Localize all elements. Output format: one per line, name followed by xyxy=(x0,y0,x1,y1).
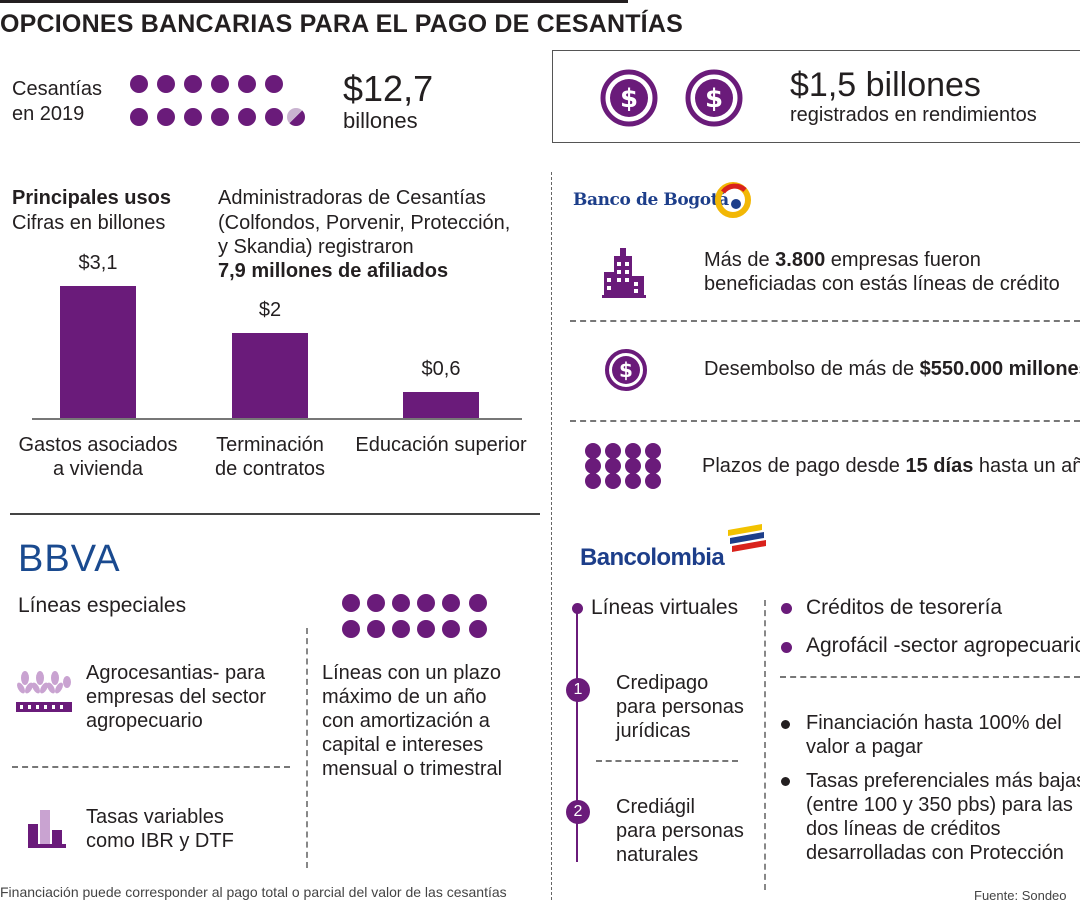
svg-text:$: $ xyxy=(620,84,638,114)
bogota-item1: Más de 3.800 empresas fueron xyxy=(704,249,981,272)
bancolombia-item1-line: jurídicas xyxy=(616,720,691,742)
bogota-divider xyxy=(570,320,1080,322)
bbva-right-line: mensual o trimestral xyxy=(322,758,503,780)
bogota-item1-line2: beneficiadas con estás líneas de crédito xyxy=(704,273,1060,295)
bogota-item3-bold: 15 días xyxy=(905,455,974,477)
bbva-logo: BBVA xyxy=(18,538,121,580)
bancolombia-right-b4-line: (entre 100 y 350 pbs) para las xyxy=(806,794,1073,816)
bancolombia-right-b3-line: Financiación hasta 100% del xyxy=(806,712,1062,734)
bogota-item3-post: hasta un año xyxy=(978,455,1080,477)
chart-bar xyxy=(232,332,308,418)
rendimientos-value: $1,5 billones xyxy=(790,66,981,104)
virtual-heading: Líneas virtuales xyxy=(591,596,739,619)
bancolombia-right-b4-line: dos líneas de créditos xyxy=(806,818,1001,840)
cesantias-unit: billones xyxy=(343,108,418,133)
bogota-item3: Plazos de pago desde 15 días hasta un añ… xyxy=(702,455,1080,478)
section-rule xyxy=(10,513,540,515)
chart-value-label: $3,1 xyxy=(78,252,118,274)
timeline-line xyxy=(576,612,578,862)
chart-value-label: $0,6 xyxy=(421,358,461,381)
dollar-icon: $ xyxy=(604,348,648,392)
bancolombia-column-divider xyxy=(764,600,766,890)
bullet-dot xyxy=(781,642,792,653)
usos-subheading: Cifras en billones xyxy=(12,212,166,234)
bogota-item2: Desembolso de más de $550.000 millones xyxy=(704,358,1080,381)
bullet-dot xyxy=(781,720,790,729)
bancolombia-right-b2: Agrofácil -sector agropecuario xyxy=(806,634,1080,657)
bbva-column-divider xyxy=(306,628,308,868)
bancolombia-divider xyxy=(596,760,738,762)
dollar-icon: $ xyxy=(600,69,658,127)
svg-text:$: $ xyxy=(619,358,633,382)
cesantias-year: en 2019 xyxy=(12,103,85,125)
bbva-item1-line: Agrocesantias- para xyxy=(86,662,265,684)
bullet-dot xyxy=(781,777,790,786)
bogota-logo-icon xyxy=(714,182,752,218)
wheat-icon xyxy=(16,668,72,716)
bogota-item3-pre: Plazos de pago desde xyxy=(702,455,906,477)
usos-note-line: Administradoras de Cesantías xyxy=(218,187,486,209)
bars-icon xyxy=(28,810,68,850)
page-title: OPCIONES BANCARIAS PARA EL PAGO DE CESAN… xyxy=(0,10,683,38)
bbva-item2-line: Tasas variables xyxy=(86,806,224,828)
building-icon xyxy=(602,246,646,298)
bogota-item1-post: empresas fueron xyxy=(825,249,981,271)
bbva-item2-line: como IBR y DTF xyxy=(86,830,234,852)
rendimientos-box xyxy=(552,50,1080,143)
bancolombia-divider xyxy=(780,676,1080,678)
bancolombia-item2-line: Crediágil xyxy=(616,796,695,818)
title-rule xyxy=(0,0,628,3)
chart-value-label: $2 xyxy=(258,298,282,321)
bbva-heading: Líneas especiales xyxy=(18,594,187,617)
bancolombia-logo-text: Bancolombia xyxy=(580,544,725,571)
usos-heading: Principales usos xyxy=(12,187,171,209)
chart-category-label: de contratos xyxy=(214,458,326,480)
bogota-item1-pre: Más de xyxy=(704,249,776,271)
bbva-right-line: Líneas con un plazo xyxy=(322,662,502,684)
usos-note-bold: 7,9 millones de afiliados xyxy=(218,260,449,282)
chart-category-label: a vivienda xyxy=(52,458,144,480)
usos-note-line: (Colfondos, Porvenir, Protección, xyxy=(218,212,511,234)
bogota-logo-text: Banco de Bogotá xyxy=(573,190,729,210)
chart-bar xyxy=(403,392,479,418)
bbva-item1-line: empresas del sector xyxy=(86,686,267,708)
bbva-right-line: máximo de un año xyxy=(322,686,487,708)
footer-note: Financiación puede corresponder al pago … xyxy=(0,884,507,900)
dollar-icon: $ xyxy=(685,69,743,127)
cesantias-label: Cesantías xyxy=(12,78,103,100)
svg-text:$: $ xyxy=(705,84,723,114)
step-badge: 2 xyxy=(566,800,590,824)
step-badge: 1 xyxy=(566,678,590,702)
bogota-item2-bold: $550.000 millones xyxy=(919,358,1080,380)
usos-note-line: y Skandia) registraron xyxy=(218,236,414,258)
bogota-divider xyxy=(570,420,1080,422)
bancolombia-item1-line: Credipago xyxy=(616,672,709,694)
bancolombia-right-b1: Créditos de tesorería xyxy=(806,596,1003,619)
column-divider xyxy=(551,172,552,900)
bancolombia-right-b4-line: Tasas preferenciales más bajas xyxy=(806,770,1080,792)
bancolombia-item2-line: para personas xyxy=(616,820,744,842)
bullet-dot xyxy=(781,603,792,614)
cesantias-value: $12,7 xyxy=(343,68,434,109)
bancolombia-right-b3-line: valor a pagar xyxy=(806,736,923,758)
bancolombia-right-b4-line: desarrolladas con Protección xyxy=(806,842,1064,864)
bbva-right-line: capital e intereses xyxy=(322,734,484,756)
chart-bar xyxy=(60,286,136,418)
rendimientos-text: registrados en rendimientos xyxy=(790,104,1037,126)
bullet-dot xyxy=(572,603,583,614)
bancolombia-item2-line: naturales xyxy=(616,844,699,866)
chart-category-label: Terminación xyxy=(216,434,324,456)
bbva-divider xyxy=(12,766,290,768)
bbva-item1-line: agropecuario xyxy=(86,710,203,732)
footer-source: Fuente: Sondeo xyxy=(974,888,1067,900)
bogota-item2-pre: Desembolso de más de xyxy=(704,358,920,380)
chart-category-label: Educación superior xyxy=(355,434,527,456)
bbva-right-line: con amortización a xyxy=(322,710,490,732)
chart-baseline xyxy=(32,418,522,420)
bogota-item1-bold: 3.800 xyxy=(775,249,826,271)
chart-category-label: Gastos asociados xyxy=(18,434,178,456)
bancolombia-flag-icon xyxy=(726,524,766,554)
bancolombia-item1-line: para personas xyxy=(616,696,744,718)
